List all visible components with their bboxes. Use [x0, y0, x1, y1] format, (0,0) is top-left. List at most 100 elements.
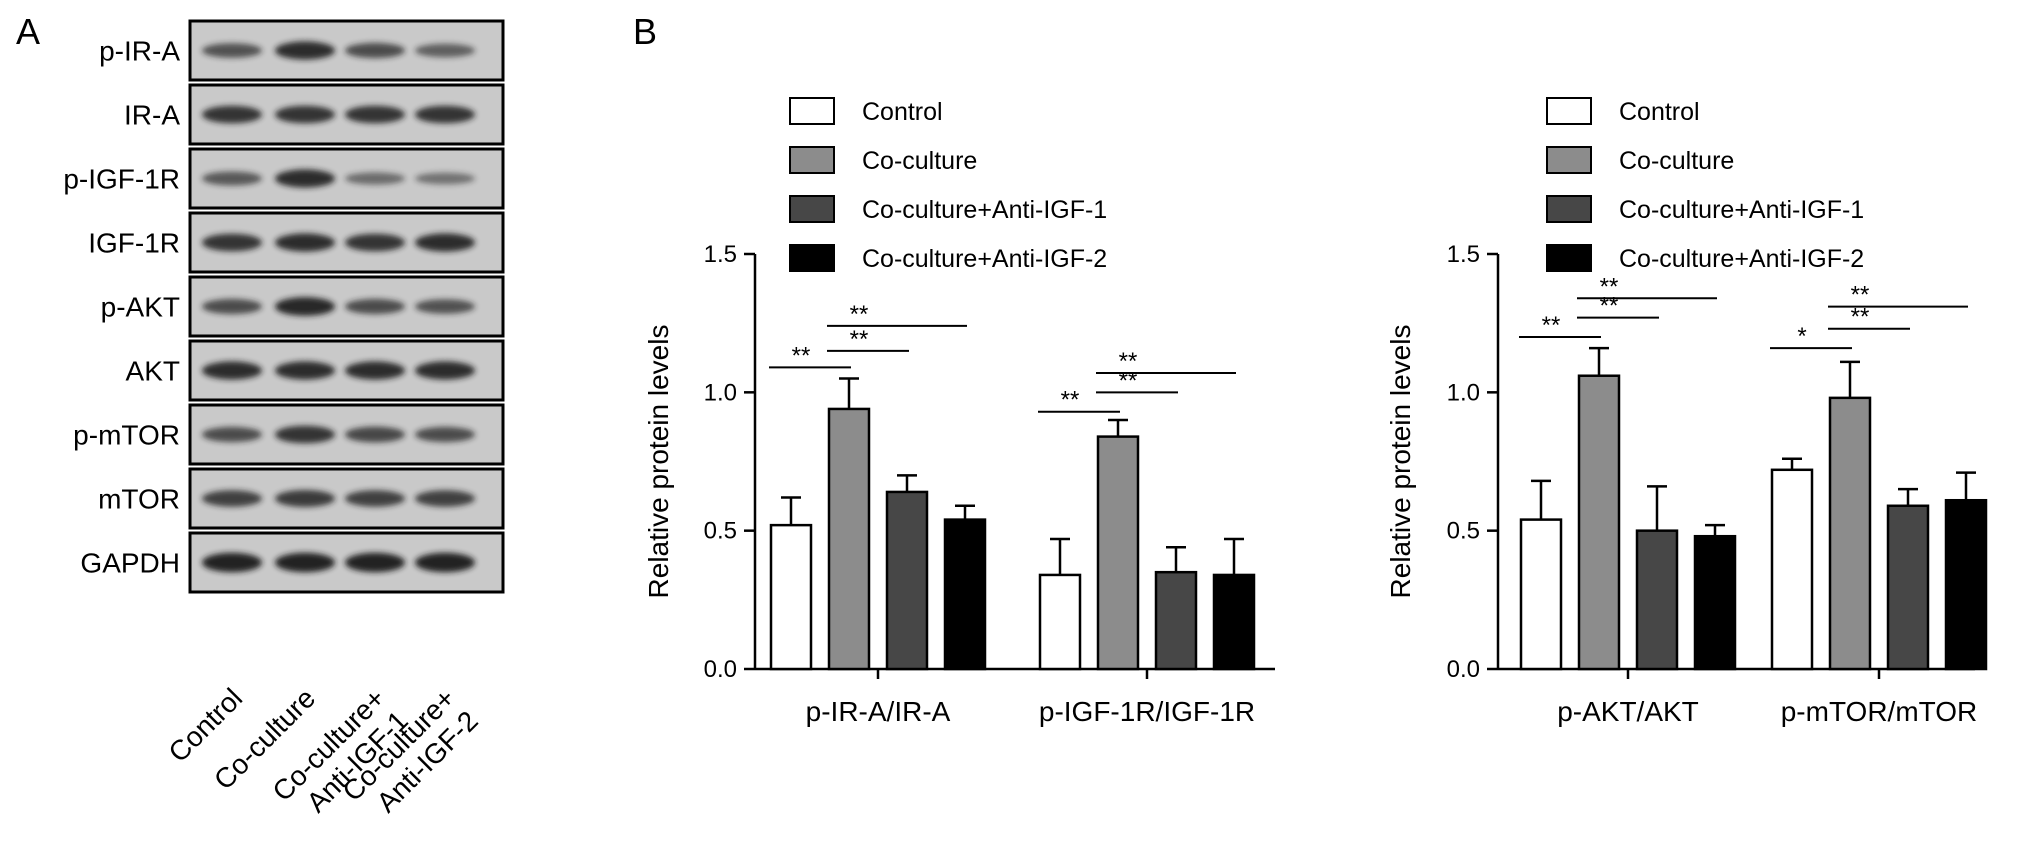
legend-swatch-co-culture-anti-igf-2: [1546, 244, 1592, 272]
blot-row-p-mtor: p-mTOR: [73, 403, 505, 466]
legend-label-co-culture-anti-igf-1: Co-culture+Anti-IGF-1: [862, 196, 1107, 224]
protein-band: [275, 297, 335, 316]
blot-label-gapdh: GAPDH: [80, 548, 180, 579]
legend-label-control: Control: [1619, 98, 1700, 126]
protein-band: [275, 552, 335, 573]
protein-band: [415, 552, 475, 573]
blot-row-akt: AKT: [126, 339, 505, 402]
legend-label-co-culture: Co-culture: [862, 147, 977, 175]
blot-label-p-igf-1r: p-IGF-1R: [63, 164, 180, 195]
blot-row-p-igf-1r: p-IGF-1R: [63, 147, 505, 210]
bar-co-culture-anti-igf-2-p-ir-a-ir-a: [943, 518, 987, 671]
protein-band: [275, 41, 335, 60]
significance-marker: **: [1851, 282, 1870, 309]
protein-band: [345, 490, 405, 507]
y-tick-label: 1.0: [1447, 379, 1480, 406]
bar-control-p-ir-a-ir-a: [769, 523, 813, 671]
y-tick-label: 1.5: [1447, 241, 1480, 268]
panel-letter-b: B: [633, 11, 657, 52]
legend-swatch-co-culture-anti-igf-2: [789, 244, 835, 272]
significance-marker: **: [1119, 348, 1138, 375]
protein-band: [345, 552, 405, 573]
bar-co-culture-p-mtor-mtor: [1828, 396, 1872, 671]
y-tick-label: 0.5: [704, 518, 737, 545]
blot-label-p-mtor: p-mTOR: [73, 420, 180, 451]
bar-co-culture-anti-igf-1-p-ir-a-ir-a: [885, 490, 929, 671]
significance-marker: **: [792, 342, 811, 369]
y-axis-title: Relative protein levels: [1385, 325, 1416, 599]
legend-swatch-co-culture-anti-igf-1: [789, 195, 835, 223]
protein-band: [415, 172, 475, 185]
protein-band: [415, 299, 475, 314]
protein-band: [202, 171, 262, 186]
significance-marker: **: [1119, 367, 1138, 394]
protein-band: [275, 425, 335, 444]
blot-label-mtor: mTOR: [98, 484, 180, 515]
significance-marker: *: [1797, 323, 1806, 350]
protein-band: [415, 426, 475, 443]
protein-band: [202, 105, 262, 124]
legend-swatch-control: [789, 97, 835, 125]
y-tick-label: 0.0: [1447, 656, 1480, 683]
protein-band: [275, 169, 335, 188]
blot-row-gapdh: GAPDH: [80, 531, 505, 594]
y-tick-label: 1.5: [704, 241, 737, 268]
bar-control-p-igf-1r-igf-1r: [1038, 573, 1082, 671]
significance-marker: **: [1600, 293, 1619, 320]
bar-control-p-mtor-mtor: [1770, 468, 1814, 671]
legend-label-control: Control: [862, 98, 943, 126]
significance-marker: **: [1600, 273, 1619, 300]
significance-marker: **: [850, 326, 869, 353]
blot-row-p-ir-a: p-IR-A: [99, 19, 505, 82]
blot-label-igf-1r: IGF-1R: [88, 228, 180, 259]
protein-band: [275, 490, 335, 507]
protein-band: [202, 426, 262, 443]
blot-label-ir-a: IR-A: [124, 100, 180, 131]
protein-band: [202, 298, 262, 315]
protein-band: [202, 43, 262, 58]
significance-marker: **: [1542, 312, 1561, 339]
protein-band: [415, 490, 475, 507]
bar-control-p-akt-akt: [1519, 518, 1563, 671]
bar-co-culture-p-ir-a-ir-a: [827, 407, 871, 671]
x-tick-label-p-akt-akt: p-AKT/AKT: [1557, 696, 1699, 727]
bar-chart-ir-igf1r: B Control Co-culture Co-culture+Anti-IGF-1 C…: [633, 11, 1275, 727]
x-tick-label-p-ir-a-ir-a: p-IR-A/IR-A: [806, 696, 951, 727]
bar-co-culture-p-igf-1r-igf-1r: [1096, 435, 1140, 671]
protein-band: [345, 426, 405, 443]
protein-band: [345, 233, 405, 252]
protein-band: [275, 105, 335, 124]
protein-band: [345, 361, 405, 380]
protein-band: [202, 361, 262, 380]
legend-label-co-culture-anti-igf-2: Co-culture+Anti-IGF-2: [862, 245, 1107, 273]
bar-co-culture-p-akt-akt: [1577, 374, 1621, 671]
y-tick-label: 0.5: [1447, 518, 1480, 545]
bar-chart-akt-mtor: Control Co-culture Co-culture+Anti-IGF-1 Co…: [1385, 97, 1988, 727]
legend-swatch-control: [1546, 97, 1592, 125]
legend-swatch-co-culture: [789, 146, 835, 174]
legend-label-co-culture-anti-igf-1: Co-culture+Anti-IGF-1: [1619, 196, 1864, 224]
bar-co-culture-anti-igf-1-p-akt-akt: [1635, 529, 1679, 671]
blot-label-p-akt: p-AKT: [101, 292, 180, 323]
bar-co-culture-anti-igf-1-p-mtor-mtor: [1886, 504, 1930, 671]
protein-band: [345, 42, 405, 59]
significance-marker: **: [850, 301, 869, 328]
legend-swatch-co-culture-anti-igf-1: [1546, 195, 1592, 223]
x-tick-label-p-mtor-mtor: p-mTOR/mTOR: [1781, 696, 1978, 727]
bar-co-culture-anti-igf-1-p-igf-1r-igf-1r: [1154, 570, 1198, 671]
significance-marker: **: [1851, 304, 1870, 331]
protein-band: [345, 105, 405, 124]
legend-label-co-culture: Co-culture: [1619, 147, 1734, 175]
blot-label-p-ir-a: p-IR-A: [99, 36, 180, 67]
y-tick-label: 1.0: [704, 379, 737, 406]
panel-letter-a: A: [16, 11, 40, 52]
bar-co-culture-anti-igf-2-p-igf-1r-igf-1r: [1212, 573, 1256, 671]
protein-band: [345, 298, 405, 315]
bar-co-culture-anti-igf-2-p-mtor-mtor: [1944, 498, 1988, 671]
significance-marker: **: [1061, 387, 1080, 414]
protein-band: [202, 233, 262, 252]
protein-band: [415, 43, 475, 58]
y-axis-title: Relative protein levels: [643, 325, 674, 599]
